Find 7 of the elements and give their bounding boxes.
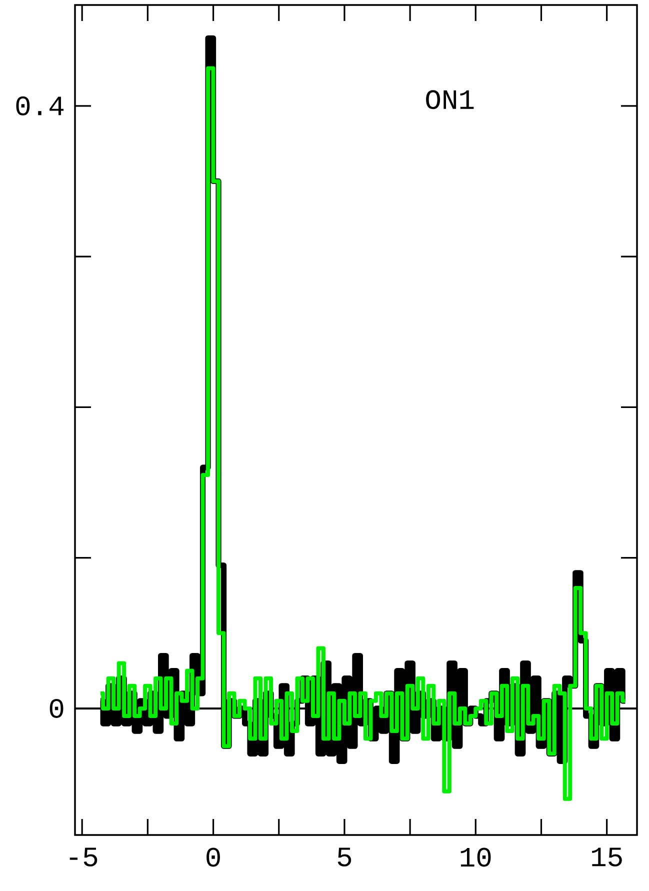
x-tick-label: 0 [206, 848, 220, 867]
x-tick-label: 10 [460, 848, 491, 867]
x-tick-label: 5 [338, 848, 352, 866]
y-tick-label: 0.4 [16, 96, 64, 116]
annotation: ON1 [426, 90, 474, 110]
x-tick-label: 15 [592, 848, 622, 866]
x-tick-label: -5 [70, 848, 98, 866]
